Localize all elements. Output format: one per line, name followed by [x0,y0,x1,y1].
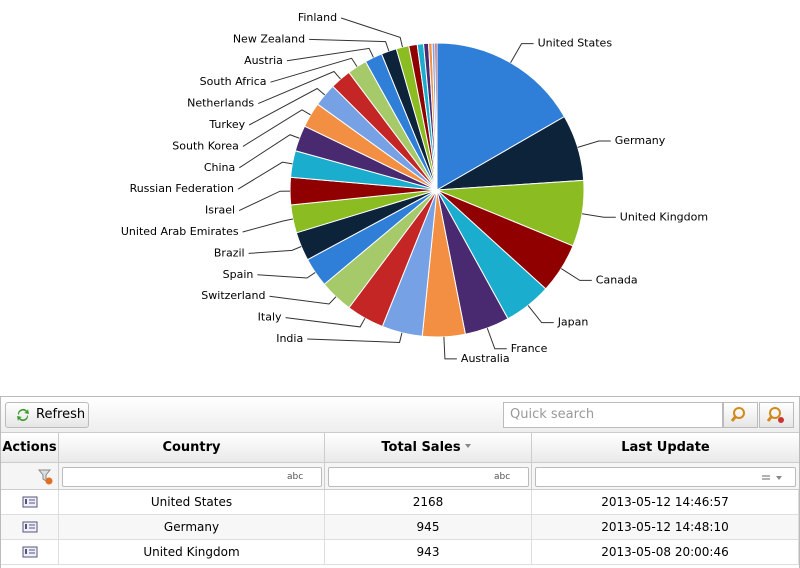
slice-label: Japan [557,316,589,329]
label-connector [527,305,554,324]
operator-icon[interactable] [758,472,794,484]
slice-label: India [276,332,303,345]
filter-type[interactable]: abc [494,472,511,482]
slice-label: Australia [461,352,510,365]
search-icon [730,407,745,422]
label-connector [270,57,358,83]
table-cell: Germany [59,515,325,540]
label-connector [285,317,366,328]
label-connector [577,140,611,148]
action-cell [1,490,59,515]
label-connector [237,161,293,190]
label-connector [340,17,403,48]
search-button[interactable] [723,402,758,428]
filter-cell [1,463,59,490]
label-connector [286,47,374,62]
label-connector [581,213,616,218]
label-connector [309,38,390,52]
column-header[interactable]: Last Update [532,433,799,463]
refresh-label: Refresh [36,407,86,422]
details-icon[interactable] [22,496,38,508]
action-cell [1,540,59,565]
column-header[interactable]: Total Sales [325,433,532,463]
advanced-search-icon [766,407,784,423]
table-cell: 943 [325,540,532,565]
pie-slice [434,42,438,191]
table-cell: 2168 [325,490,532,515]
slice-label: Canada [596,273,638,286]
clear-filter-icon[interactable] [37,468,55,486]
table-cell: 2013-05-08 20:00:46 [532,540,799,565]
table-cell: 2013-05-12 14:46:57 [532,490,799,515]
label-connector [242,218,293,233]
label-connector [443,336,457,360]
sort-icon [464,444,471,448]
slice-label: China [204,161,235,174]
label-connector [560,268,592,281]
label-connector [242,109,311,147]
slice-label: New Zealand [233,32,305,45]
label-connector [510,43,534,63]
slice-label: Germany [615,134,666,147]
table-cell: United Kingdom [59,540,325,565]
details-icon[interactable] [22,521,38,533]
filter-input[interactable] [535,467,796,487]
slice-label: Turkey [208,118,245,131]
refresh-icon [17,409,29,421]
slice-label: South Africa [200,75,267,88]
slice-label: Netherlands [187,97,254,110]
action-cell [1,515,59,540]
table-cell: 945 [325,515,532,540]
slice-label: Austria [244,54,283,67]
label-connector [486,327,507,350]
slice-label: United Kingdom [620,210,708,223]
slice-label: Spain [223,268,254,281]
slice-label: Brazil [214,246,245,259]
slice-label: Russian Federation [130,182,234,195]
quick-search[interactable]: Quick search [503,402,723,428]
filter-type[interactable]: abc [287,472,304,482]
filter-cell: abc [59,463,325,490]
column-title: Total Sales [381,440,461,455]
slice-label: Israel [205,204,235,217]
toolbar: Refresh Quick search [1,397,799,433]
label-connector [238,190,291,212]
slice-label: United States [538,37,613,50]
column-header[interactable]: Country [59,433,325,463]
advanced-search-button[interactable] [759,402,794,428]
slice-label: Italy [258,311,282,324]
table-cell: 2013-05-12 14:48:10 [532,515,799,540]
slice-label: South Korea [172,139,239,152]
table-cell: United States [59,490,325,515]
details-icon[interactable] [22,546,38,558]
slice-label: United Arab Emirates [121,225,239,238]
label-connector [269,295,337,305]
filter-cell [532,463,799,490]
filter-cell: abc [325,463,532,490]
refresh-button[interactable]: Refresh [5,402,89,428]
filter-input[interactable]: abc [328,467,529,487]
slice-label: Switzerland [201,289,265,302]
label-connector [257,70,341,105]
slice-label: France [511,342,548,355]
label-connector [248,246,302,254]
pie-chart: United States Germany United Kingdom Canada… [121,11,708,365]
filter-input[interactable]: abc [62,467,322,487]
data-grid: Refresh Quick search Actions Country Tot… [0,396,800,568]
label-connector [307,332,403,343]
label-connector [238,134,300,169]
label-connector [248,87,326,126]
label-connector [257,271,316,279]
column-header[interactable]: Actions [1,433,59,463]
slice-label: Finland [298,11,337,24]
